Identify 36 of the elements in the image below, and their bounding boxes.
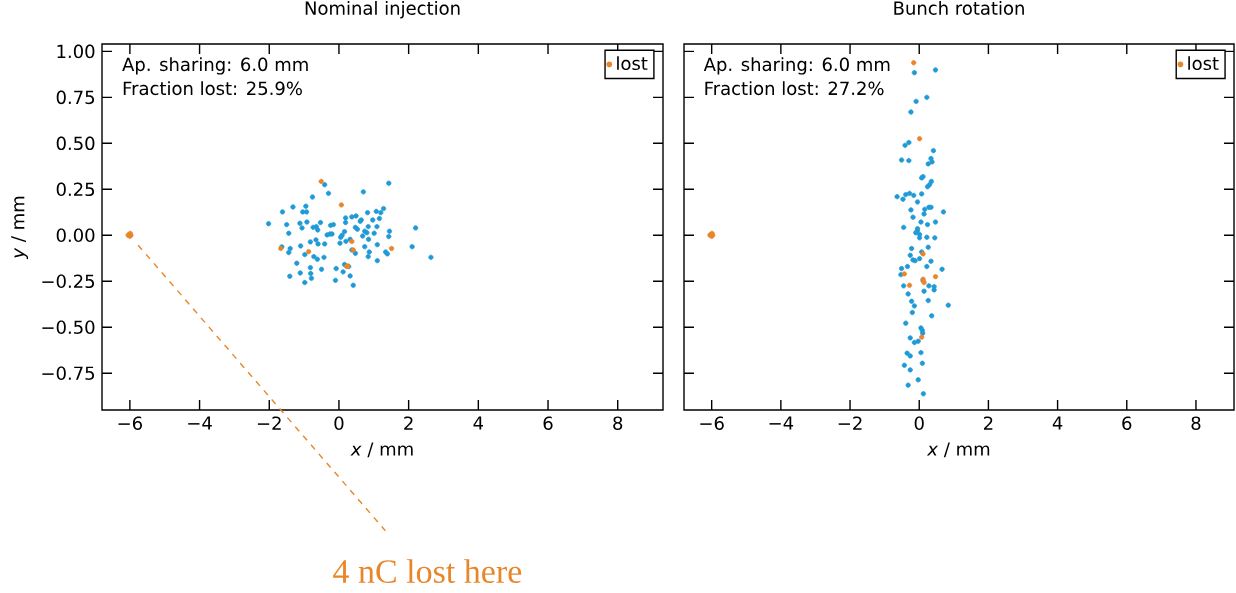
y-tick-label: 0.00 bbox=[56, 228, 95, 243]
x-tick-label: 4 bbox=[1052, 416, 1063, 430]
x-tick-label: −6 bbox=[118, 416, 143, 430]
y-tick-label: 1.00 bbox=[57, 44, 95, 59]
x-tick-label: 0 bbox=[334, 416, 344, 430]
y-axis-title: y / mm bbox=[11, 196, 29, 260]
y-tick-label: 0.25 bbox=[56, 182, 95, 197]
x-tick-label: 6 bbox=[543, 416, 553, 430]
x-tick-label: 8 bbox=[613, 416, 623, 430]
x-tick-label: 8 bbox=[1191, 416, 1201, 430]
x-tick-label: 0 bbox=[914, 416, 924, 430]
legend-label: lost bbox=[617, 56, 648, 71]
x-axis-title: x / mm bbox=[926, 442, 990, 458]
x-tick-label: −4 bbox=[188, 416, 212, 430]
x-tick-label: −2 bbox=[257, 416, 281, 430]
chart-title: Nominal injection bbox=[305, 0, 460, 19]
x-tick-label: 6 bbox=[1122, 416, 1132, 430]
x-tick-label: 2 bbox=[984, 416, 993, 430]
x-tick-label: 4 bbox=[473, 416, 484, 430]
x-tick-label: −6 bbox=[700, 416, 724, 430]
y-tick-label: 0.50 bbox=[56, 136, 95, 151]
x-tick-label: −4 bbox=[769, 416, 794, 430]
annotation: Ap. sharing: 6.0 mm bbox=[122, 57, 308, 75]
annotation: Ap. sharing: 6.0 mm bbox=[703, 57, 890, 75]
y-tick-label: −0.75 bbox=[42, 366, 95, 381]
legend-label: lost bbox=[1188, 56, 1219, 71]
annotation: Fraction lost: 27.2% bbox=[705, 81, 884, 96]
y-tick-label: 0.75 bbox=[56, 90, 95, 105]
y-tick-label: −0.50 bbox=[42, 320, 95, 335]
x-axis-title: x / mm bbox=[350, 442, 413, 458]
annotation: Fraction lost: 25.9% bbox=[123, 81, 302, 96]
x-tick-label: 2 bbox=[404, 416, 413, 430]
y-tick-label: −0.25 bbox=[42, 274, 95, 289]
text: 4 nC lost here bbox=[333, 559, 522, 584]
x-tick-label: −2 bbox=[838, 416, 862, 430]
chart-title: Bunch rotation bbox=[894, 0, 1024, 15]
